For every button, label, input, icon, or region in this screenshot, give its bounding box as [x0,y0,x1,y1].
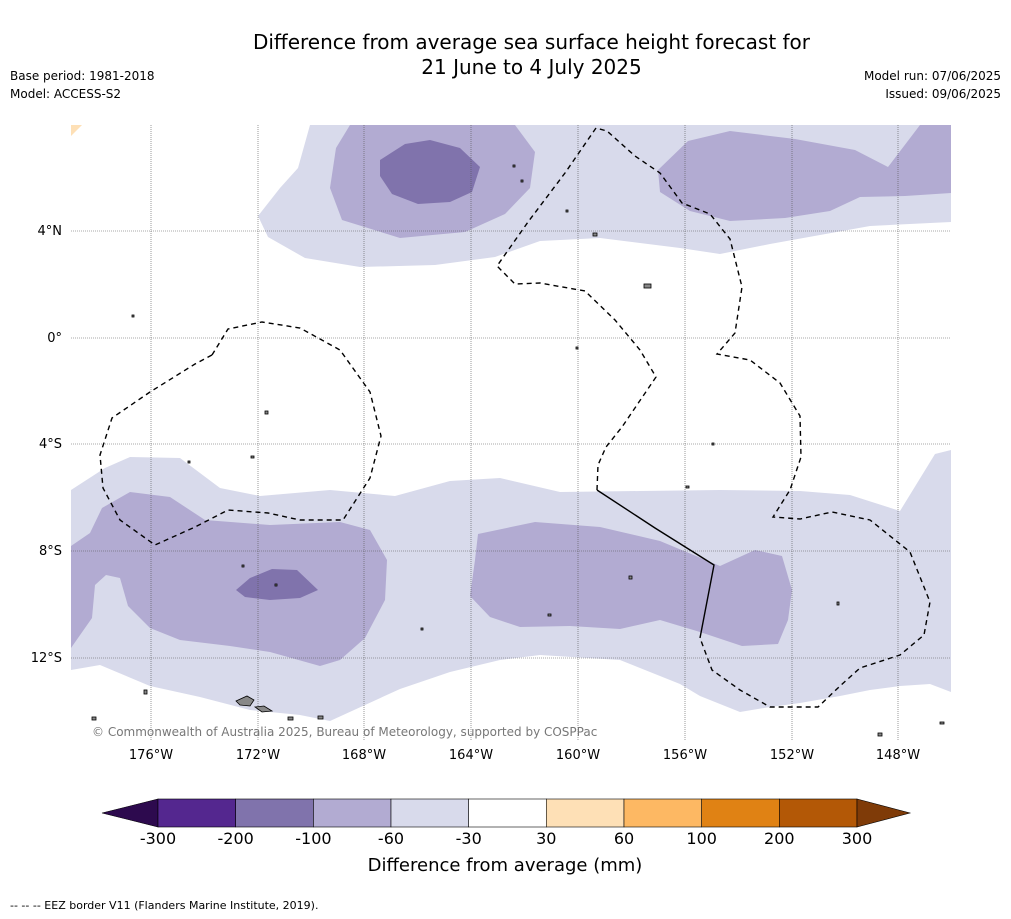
lat-label-12s: 12°S [31,651,62,666]
colorbar-extend-low [101,798,159,828]
colorbar-label: Difference from average (mm) [368,855,643,876]
title-line-2: 21 June to 4 July 2025 [421,55,642,79]
colorbar-extend-high [856,798,912,828]
lat-label-4s: 4°S [39,437,62,452]
islands [91,164,945,737]
lon-label-168w: 168°W [342,748,386,763]
lon-label-176w: 176°W [129,748,173,763]
contour-corner-warm [71,125,82,136]
colorbar-bin-p200-p300 [778,798,858,828]
colorbar [101,798,912,828]
lat-label-8s: 8°S [39,544,62,559]
lat-label-4n: 4°N [38,224,63,239]
colorbar-tick-p30: 30 [536,829,556,848]
contour-south-mid-west [71,492,387,666]
colorbar-tick-m30: -30 [456,829,482,848]
lon-label-172w: 172°W [236,748,280,763]
metadata-right: Model run: 07/06/2025 Issued: 09/06/2025 [864,67,1001,103]
colorbar-bin-m60-m30 [390,798,469,828]
lon-label-156w: 156°W [663,748,707,763]
eez-borders [99,127,931,708]
colorbar-tick-m200: -200 [218,829,254,848]
map-plot-area [71,125,951,740]
lon-label-164w: 164°W [449,748,493,763]
colorbar-tick-m100: -100 [295,829,331,848]
colorbar-bin-m30-p30 [468,798,547,828]
metadata-left: Base period: 1981-2018 Model: ACCESS-S2 [10,67,155,103]
lon-label-148w: 148°W [876,748,920,763]
colorbar-bin-m300-m200 [157,798,236,828]
island-savaii [235,695,255,707]
colorbar-tick-m60: -60 [378,829,404,848]
chart-title: Difference from average sea surface heig… [0,30,1011,80]
issued-text: Issued: 09/06/2025 [885,87,1001,101]
colorbar-bin-p100-p200 [701,798,780,828]
colorbar-tick-p200: 200 [764,829,795,848]
colorbar-bin-m200-m100 [235,798,314,828]
copyright-text: © Commonwealth of Australia 2025, Bureau… [92,725,597,739]
eez-line-central [496,127,931,708]
model-text: Model: ACCESS-S2 [10,87,122,101]
base-period-text: Base period: 1981-2018 [10,69,155,83]
colorbar-bin-p30-p60 [545,798,625,828]
graticule [71,125,951,740]
colorbar-tick-m300: -300 [140,829,176,848]
island-upolu [253,705,274,713]
lon-label-160w: 160°W [556,748,600,763]
colorbar-tick-p300: 300 [842,829,873,848]
colorbar-bin-m100-m60 [313,798,392,828]
eez-footnote: -- -- -- EEZ border V11 (Flanders Marine… [10,899,319,912]
eez-line-west-loop [99,321,382,546]
lat-label-0: 0° [47,331,62,346]
colorbar-bin-p60-p100 [623,798,702,828]
maritime-boundary-solid [596,489,715,639]
colorbar-tick-p60: 60 [614,829,634,848]
title-line-1: Difference from average sea surface heig… [252,30,811,54]
model-run-text: Model run: 07/06/2025 [863,69,1001,83]
lon-label-152w: 152°W [770,748,814,763]
contour-north-dark [380,140,480,204]
colorbar-tick-p100: 100 [686,829,717,848]
contour-north-mid-east [658,125,951,221]
